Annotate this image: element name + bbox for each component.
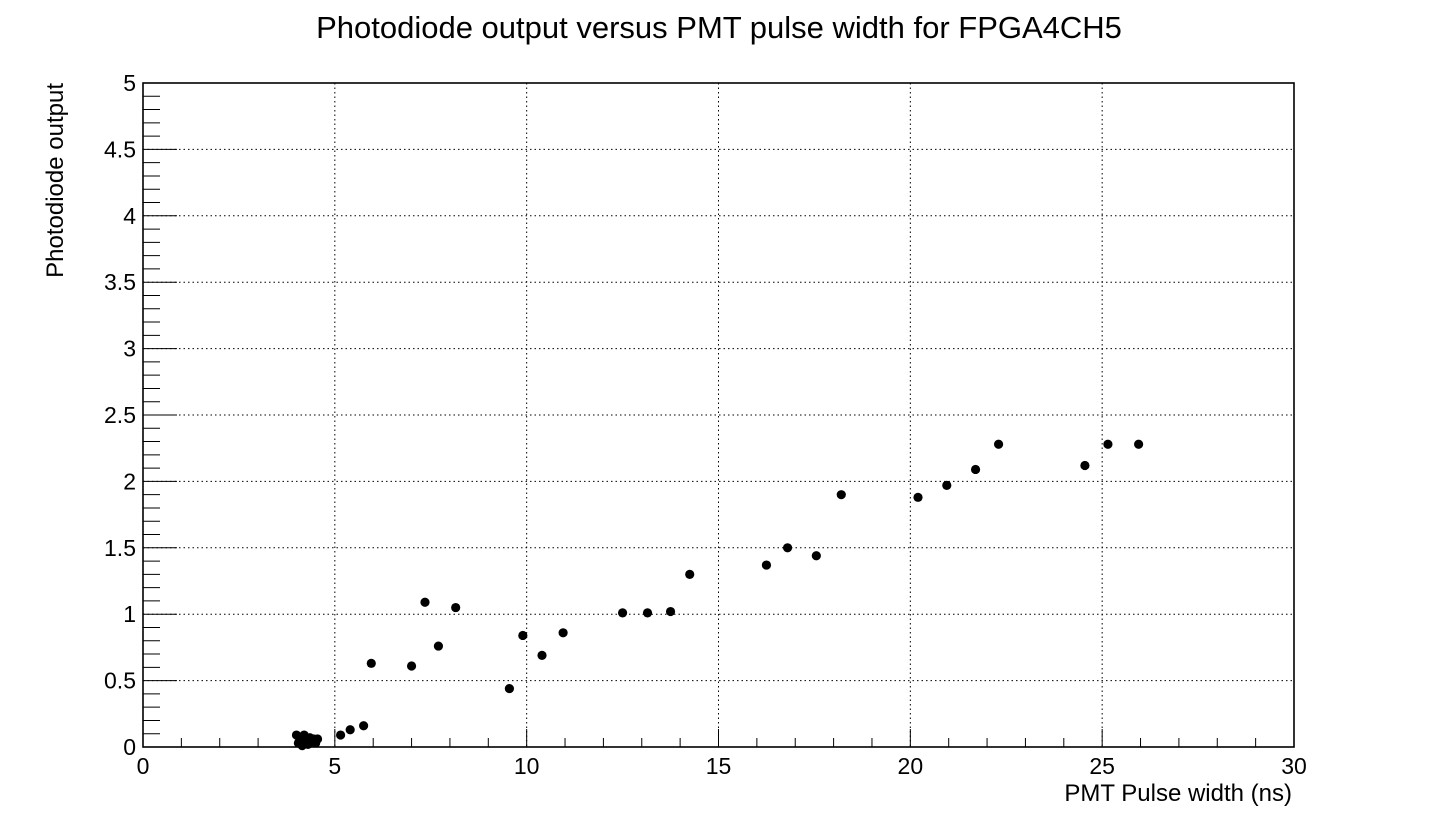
y-tick-label: 2 bbox=[123, 468, 136, 494]
data-point bbox=[617, 608, 628, 618]
data-point bbox=[913, 492, 923, 502]
data-point bbox=[558, 628, 568, 638]
x-tick-label: 30 bbox=[1281, 753, 1307, 779]
y-tick-label: 4.5 bbox=[104, 136, 136, 162]
y-tick-label: 0 bbox=[123, 734, 136, 760]
data-point bbox=[942, 480, 952, 490]
x-tick-label: 5 bbox=[328, 753, 341, 779]
data-point bbox=[685, 569, 695, 579]
data-point bbox=[312, 734, 323, 744]
data-point bbox=[518, 630, 528, 641]
data-point bbox=[1080, 460, 1090, 471]
data-point bbox=[335, 730, 346, 740]
data-point bbox=[642, 608, 653, 618]
x-tick-label: 25 bbox=[1089, 753, 1115, 779]
data-point bbox=[836, 490, 846, 500]
data-point bbox=[366, 658, 376, 668]
x-tick-label: 0 bbox=[137, 753, 150, 779]
data-point bbox=[345, 725, 355, 735]
y-tick-label: 4 bbox=[123, 203, 136, 229]
x-axis-label: PMT Pulse width (ns) bbox=[1064, 780, 1292, 807]
data-point bbox=[451, 602, 461, 613]
data-point bbox=[665, 606, 676, 617]
x-tick-label: 10 bbox=[514, 753, 540, 779]
y-tick-label: 5 bbox=[123, 70, 136, 96]
chart-title: Photodiode output versus PMT pulse width… bbox=[316, 10, 1122, 45]
y-tick-label: 3.5 bbox=[104, 269, 136, 295]
y-tick-label: 1.5 bbox=[104, 535, 136, 561]
axis-ticks bbox=[142, 82, 1295, 748]
y-tick-label: 3 bbox=[123, 336, 136, 362]
data-point bbox=[761, 560, 772, 570]
plot-frame bbox=[142, 82, 1295, 748]
tick-labels: 0 5 10 15 20 25 30 0 0.5 1 1.5 2 2.5 3 3.5 4 4.5 5 bbox=[104, 70, 1307, 779]
data-point bbox=[359, 721, 369, 731]
y-axis-label: Photodiode output bbox=[42, 83, 69, 278]
data-points bbox=[291, 439, 1144, 751]
data-point bbox=[537, 650, 547, 660]
data-point bbox=[970, 464, 981, 475]
x-tick-label: 15 bbox=[706, 753, 732, 779]
y-tick-label: 0.5 bbox=[104, 668, 136, 694]
grid-lines bbox=[143, 83, 1294, 747]
data-point bbox=[406, 661, 417, 671]
x-tick-label: 20 bbox=[898, 753, 924, 779]
y-tick-label: 2.5 bbox=[104, 402, 136, 428]
data-point bbox=[811, 551, 821, 561]
y-tick-label: 1 bbox=[123, 601, 136, 627]
data-point bbox=[1103, 439, 1113, 449]
data-point bbox=[782, 543, 793, 553]
data-point bbox=[993, 439, 1004, 449]
data-point bbox=[433, 641, 444, 651]
data-point bbox=[420, 597, 430, 607]
data-point bbox=[504, 683, 515, 694]
data-point bbox=[1134, 439, 1144, 449]
